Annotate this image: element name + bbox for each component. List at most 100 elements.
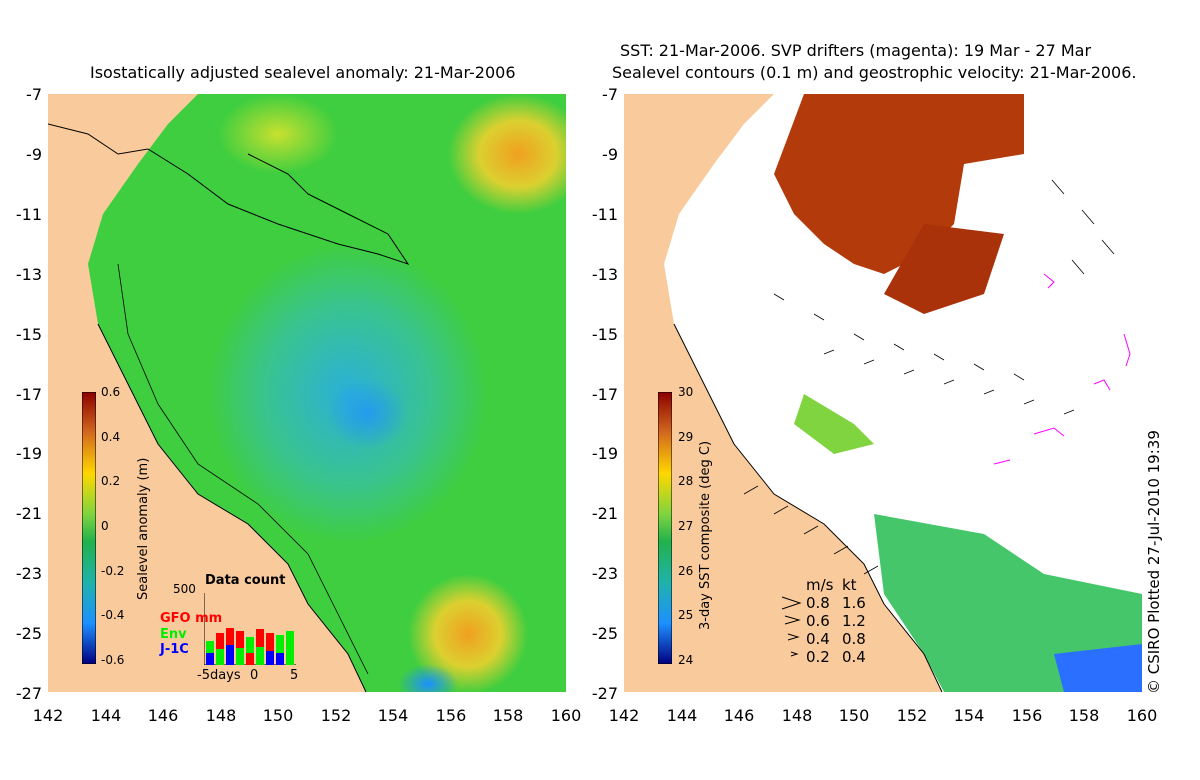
colorbar-tick: -0.2 — [101, 564, 125, 578]
left-y-tick: -19 — [15, 444, 42, 463]
data-count-bars — [204, 593, 296, 665]
right-x-tick: 154 — [953, 706, 985, 725]
right-y-tick: -25 — [591, 624, 618, 643]
colorbar-tick: -0.6 — [101, 653, 125, 667]
cool-sst-south — [874, 514, 1142, 692]
high-anomaly-se — [408, 574, 528, 692]
colorbar-tick: 0.4 — [101, 430, 121, 444]
yellow-patch — [218, 94, 338, 174]
velocity-kt-value: 0.8 — [842, 630, 866, 648]
right-x-tick: 156 — [1011, 706, 1043, 725]
velocity-kt-value: 1.6 — [842, 594, 866, 612]
left-x-tick: 154 — [377, 706, 409, 725]
velocity-kt-value: 1.2 — [842, 612, 866, 630]
left-x-tick: 150 — [262, 706, 294, 725]
left-y-tick: -27 — [15, 684, 42, 703]
sst-colorbar-tick: 24 — [678, 653, 694, 667]
sst-colorbar-tick: 30 — [678, 385, 694, 399]
svp-drifter-tracks — [993, 273, 1131, 465]
left-x-tick: 152 — [320, 706, 352, 725]
sst-map — [624, 94, 1142, 692]
left-y-tick: -15 — [15, 325, 42, 344]
right-y-tick: -21 — [591, 504, 618, 523]
sealevel-anomaly-map — [48, 94, 566, 692]
right-x-tick: 144 — [666, 706, 698, 725]
left-x-tick: 160 — [550, 706, 582, 725]
left-y-tick: -9 — [26, 145, 42, 164]
sst-colorbar-tick: 29 — [678, 430, 694, 444]
left-y-tick: -21 — [15, 504, 42, 523]
left-x-tick: 156 — [435, 706, 467, 725]
velocity-kt-value: 0.4 — [842, 648, 866, 666]
velocity-header-ms: m/s — [806, 576, 834, 594]
right-y-tick: -11 — [591, 205, 618, 224]
velocity-ms-value: 0.4 — [806, 630, 830, 648]
legend-env: Env — [160, 627, 187, 642]
right-x-tick: 142 — [608, 706, 640, 725]
velocity-header-kt: kt — [842, 576, 857, 594]
velocity-ms-value: 0.2 — [806, 648, 830, 666]
sst-coast-green — [794, 394, 874, 454]
velocity-ms-value: 0.6 — [806, 612, 830, 630]
sst-colorbar-tick: 25 — [678, 608, 694, 622]
legend-gfo: GFO mm — [160, 611, 223, 626]
right-y-tick: -27 — [591, 684, 618, 703]
right-y-tick: -23 — [591, 564, 618, 583]
low-anomaly-south — [398, 664, 458, 692]
blue-sst-south — [1054, 644, 1142, 692]
left-y-tick: -17 — [15, 385, 42, 404]
right-map-title-line1: SST: 21-Mar-2006. SVP drifters (magenta)… — [620, 41, 1092, 60]
left-x-tick: 146 — [147, 706, 179, 725]
right-y-tick: -19 — [591, 444, 618, 463]
left-y-tick: -23 — [15, 564, 42, 583]
right-y-tick: -17 — [591, 385, 618, 404]
warm-sst-north — [774, 94, 1024, 274]
left-map-title: Isostatically adjusted sealevel anomaly:… — [90, 63, 516, 82]
right-x-tick: 146 — [723, 706, 755, 725]
right-x-tick: 148 — [781, 706, 813, 725]
sea-area — [664, 94, 1142, 692]
australia-coastline — [673, 323, 943, 692]
sst-colorbar-tick: 27 — [678, 519, 694, 533]
legend-j1c: J-1C — [160, 642, 189, 657]
png-coastline — [48, 123, 410, 265]
low-anomaly-core — [328, 379, 408, 449]
right-y-tick: -13 — [591, 265, 618, 284]
colorbar-tick: -0.4 — [101, 608, 125, 622]
right-x-tick: 152 — [896, 706, 928, 725]
left-x-tick: 144 — [90, 706, 122, 725]
data-count-stacks — [206, 628, 294, 665]
left-y-tick: -13 — [15, 265, 42, 284]
left-x-tick: 158 — [492, 706, 524, 725]
australia-coastline — [97, 323, 367, 692]
high-anomaly-ne — [448, 94, 566, 214]
colorbar-title: Sealevel anomaly (m) — [136, 457, 151, 600]
colorbar-tick: 0.6 — [101, 385, 121, 399]
left-x-tick: 148 — [205, 706, 237, 725]
right-y-tick: -9 — [602, 145, 618, 164]
right-x-tick: 160 — [1126, 706, 1158, 725]
reef-contour — [117, 263, 369, 675]
left-y-tick: -11 — [15, 205, 42, 224]
data-count-xtick: -5days — [197, 668, 241, 683]
data-count-xtick: 0 — [250, 668, 259, 683]
right-y-tick: -15 — [591, 325, 618, 344]
right-x-tick: 150 — [838, 706, 870, 725]
data-count-title: Data count — [205, 573, 286, 588]
velocity-legend-arrows — [781, 596, 802, 657]
velocity-ms-value: 0.8 — [806, 594, 830, 612]
colorbar-tick: 0.2 — [101, 474, 121, 488]
right-x-tick: 158 — [1068, 706, 1100, 725]
sst-colorbar — [658, 392, 672, 664]
left-y-tick: -25 — [15, 624, 42, 643]
right-y-tick: -7 — [602, 85, 618, 104]
left-y-tick: -7 — [26, 85, 42, 104]
left-x-tick: 142 — [32, 706, 64, 725]
data-count-max: 500 — [173, 582, 196, 596]
geostrophic-velocity-arrows — [743, 179, 1115, 575]
sealevel-colorbar — [82, 392, 96, 664]
sst-colorbar-tick: 26 — [678, 564, 694, 578]
colorbar-tick: 0 — [101, 519, 109, 533]
sst-colorbar-tick: 28 — [678, 474, 694, 488]
warm-sst-east — [884, 224, 1004, 314]
